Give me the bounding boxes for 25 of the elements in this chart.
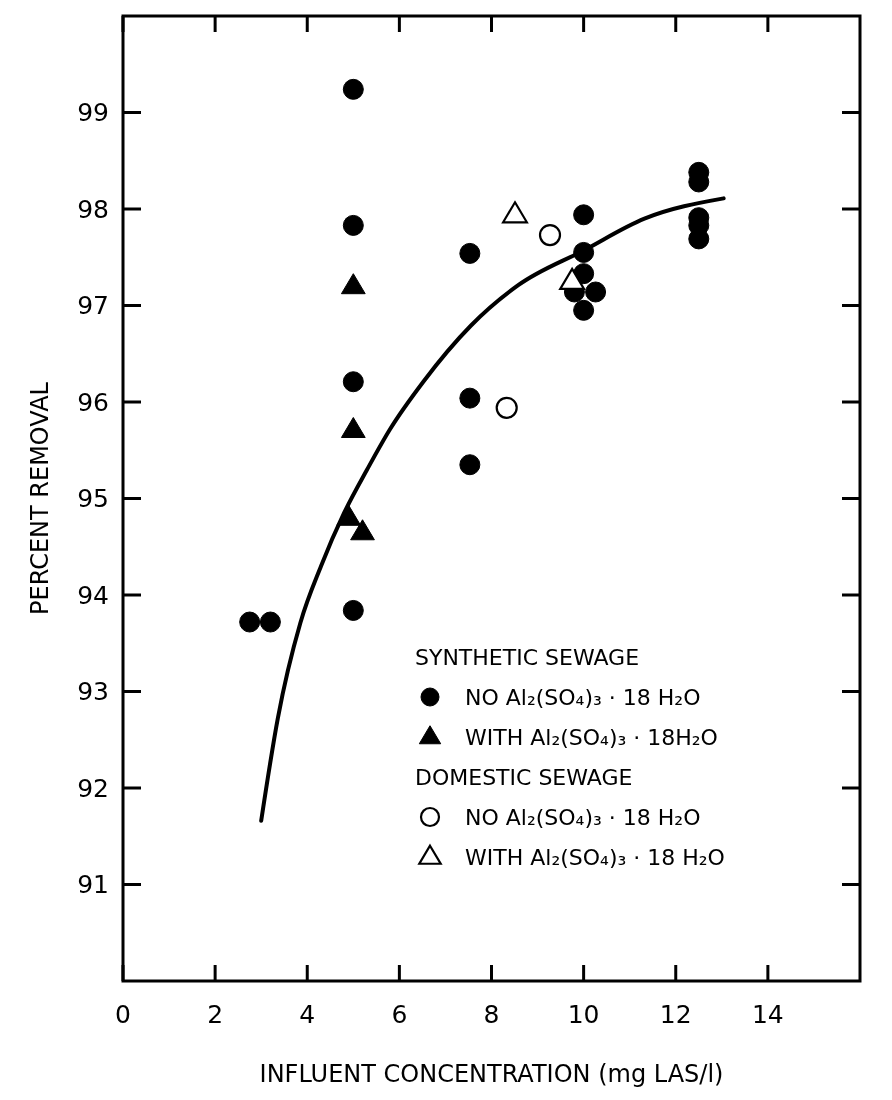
- y-tick-label: 92: [77, 773, 109, 803]
- x-tick-label: 2: [207, 1000, 224, 1029]
- x-tick-label: 10: [567, 1000, 600, 1029]
- x-tick-label: 4: [299, 1000, 316, 1029]
- x-tick-label: 12: [659, 1000, 692, 1029]
- y-tick-label: 98: [77, 194, 109, 224]
- legend-label: NO Al₂(SO₄)₃ · 18 H₂O: [465, 685, 701, 710]
- y-tick-label: 93: [77, 677, 109, 707]
- x-axis-title: INFLUENT CONCENTRATION (mg LAS/l): [259, 1060, 724, 1088]
- y-tick-label: 95: [77, 484, 109, 514]
- annotation: DOMESTIC SEWAGE: [415, 765, 633, 790]
- y-axis-title: PERCENT REMOVAL: [26, 381, 54, 615]
- y-tick-label: 99: [77, 98, 109, 128]
- y-tick-label: 91: [77, 870, 109, 900]
- legend-label: WITH Al₂(SO₄)₃ · 18 H₂O: [465, 845, 725, 870]
- y-tick-label: 96: [77, 387, 109, 417]
- legend-label: WITH Al₂(SO₄)₃ · 18H₂O: [465, 725, 718, 750]
- y-tick-label: 94: [77, 580, 109, 610]
- annotation: SYNTHETIC SEWAGE: [415, 645, 640, 670]
- x-tick-label: 0: [115, 1000, 131, 1029]
- y-tick-label: 97: [77, 291, 109, 321]
- x-tick-label: 14: [751, 1000, 784, 1029]
- x-tick-label: 8: [483, 1000, 500, 1029]
- legend-label: NO Al₂(SO₄)₃ · 18 H₂O: [465, 805, 701, 830]
- x-tick-label: 6: [391, 1000, 408, 1029]
